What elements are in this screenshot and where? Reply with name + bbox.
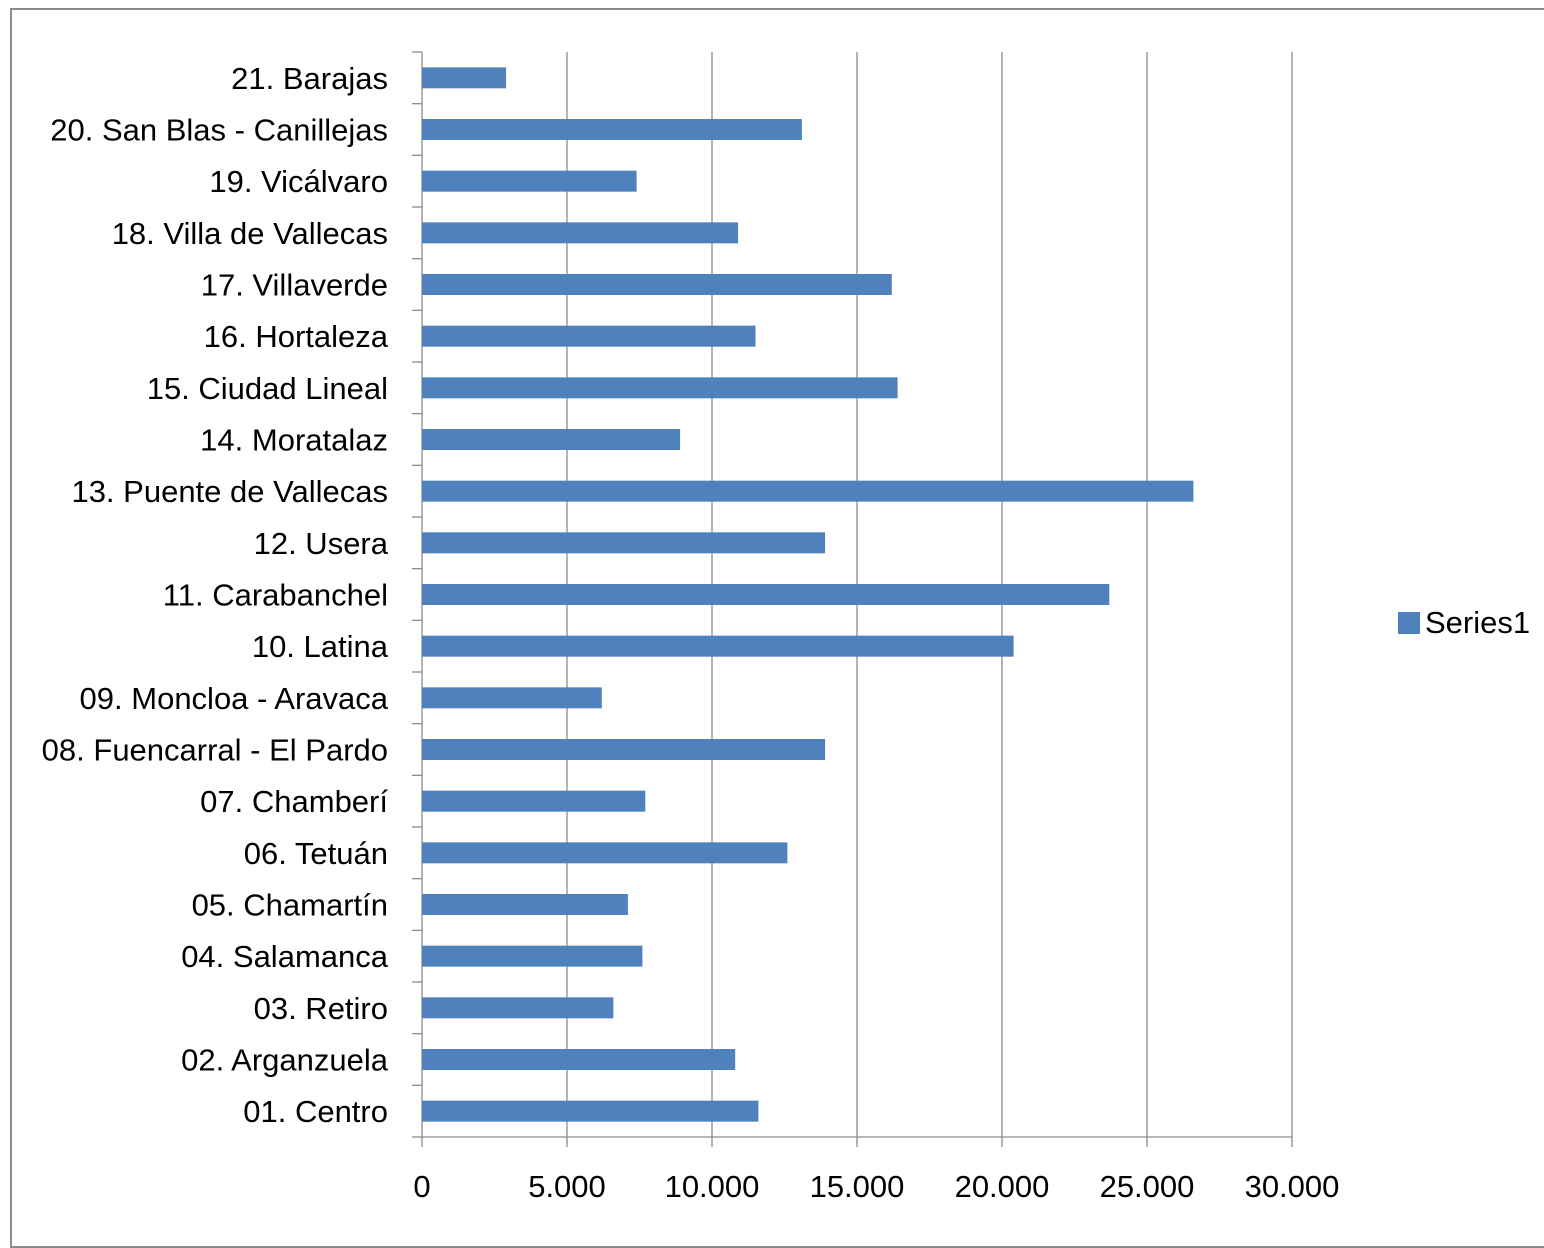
category-label: 13. Puente de Vallecas	[71, 474, 388, 509]
bar	[422, 222, 739, 244]
category-label: 14. Moratalaz	[200, 423, 388, 458]
legend-label: Series1	[1425, 605, 1530, 640]
category-label: 20. San Blas - Canillejas	[50, 113, 388, 148]
bar	[422, 274, 892, 295]
bar	[422, 997, 614, 1019]
category-label: 05. Chamartín	[192, 888, 388, 923]
x-tick-label: 30.000	[1245, 1169, 1340, 1204]
category-label: 07. Chamberí	[200, 784, 388, 819]
category-label: 08. Fuencarral - El Pardo	[42, 733, 388, 768]
bar	[422, 945, 643, 967]
category-label: 17. Villaverde	[201, 268, 388, 303]
x-tick-label: 15.000	[810, 1169, 905, 1204]
bar	[422, 1100, 759, 1122]
x-tick-label: 20.000	[955, 1169, 1050, 1204]
bar	[422, 1049, 736, 1070]
category-labels: 21. Barajas 20. San Blas - Canillejas 19. …	[42, 61, 389, 1129]
bar	[422, 325, 756, 347]
x-tick-labels: 0 5.000 10.000 15.000 20.000 25.000 30.000	[413, 1169, 1339, 1204]
bar	[422, 429, 681, 450]
bar	[422, 894, 628, 915]
category-label: 06. Tetuán	[244, 836, 388, 871]
x-tick-label: 10.000	[665, 1169, 760, 1204]
bar	[422, 119, 802, 140]
category-label: 18. Villa de Vallecas	[112, 216, 388, 251]
x-tick-label: 25.000	[1100, 1169, 1195, 1204]
category-label: 15. Ciudad Lineal	[147, 371, 388, 406]
x-tick-label: 5.000	[528, 1169, 606, 1204]
category-label: 02. Arganzuela	[181, 1043, 389, 1078]
category-label: 01. Centro	[243, 1094, 388, 1129]
bar	[422, 584, 1110, 605]
category-label: 16. Hortaleza	[204, 319, 389, 354]
legend-swatch	[1398, 612, 1420, 634]
bar	[422, 842, 788, 864]
bar	[422, 790, 646, 812]
x-tick-label: 0	[413, 1169, 430, 1204]
bar	[422, 532, 826, 554]
category-label: 11. Carabanchel	[163, 578, 388, 613]
bar	[422, 377, 898, 399]
bars	[422, 67, 1194, 1122]
category-label: 10. Latina	[252, 629, 389, 664]
category-label: 19. Vicálvaro	[209, 164, 388, 199]
category-label: 09. Moncloa - Aravaca	[80, 681, 389, 716]
legend: Series1	[1398, 605, 1530, 640]
category-label: 03. Retiro	[254, 991, 388, 1026]
category-label: 04. Salamanca	[181, 939, 389, 974]
chart-frame	[10, 8, 1544, 1248]
bar	[422, 67, 507, 89]
bar	[422, 635, 1014, 657]
bar	[422, 687, 602, 709]
bar	[422, 480, 1194, 502]
bar	[422, 739, 826, 760]
category-label: 12. Usera	[254, 526, 389, 561]
bar	[422, 170, 637, 192]
category-label: 21. Barajas	[231, 61, 388, 96]
